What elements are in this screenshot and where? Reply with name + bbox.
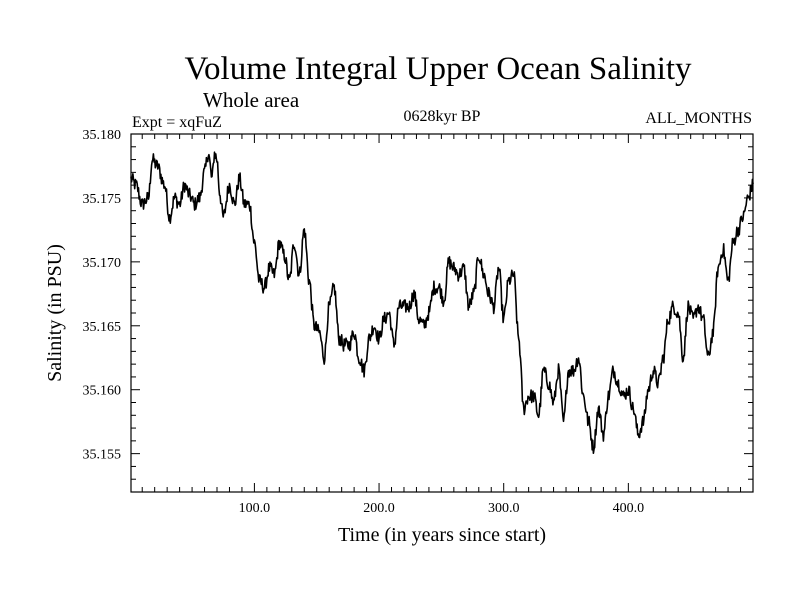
chart-title: Volume Integral Upper Ocean Salinity [184,51,692,87]
x-tick-label: 300.0 [488,501,520,516]
chart-subtitle: Whole area [203,88,300,112]
x-tick-label: 100.0 [239,501,271,516]
y-tick-label: 35.170 [83,256,122,271]
y-tick-label: 35.180 [83,128,122,143]
salinity-series-line [130,151,754,455]
x-tick-label: 200.0 [363,501,395,516]
y-tick-label: 35.175 [83,192,122,207]
y-tick-label: 35.160 [83,384,122,399]
axes-layer: 100.0 200.0 300.0 400.0 35.155 35.160 35.165 35… [83,128,753,516]
x-tick-label: 400.0 [613,501,645,516]
experiment-label: Expt = xqFuZ [132,114,222,131]
y-axis-label: Salinity (in PSU) [44,244,66,382]
months-label: ALL_MONTHS [645,110,752,127]
series-layer [130,151,754,455]
y-tick-label: 35.165 [83,320,122,335]
y-tick-label: 35.155 [83,448,122,463]
plot-frame [130,133,754,493]
x-axis-label: Time (in years since start) [338,524,546,546]
period-label: 0628kyr BP [404,108,481,125]
